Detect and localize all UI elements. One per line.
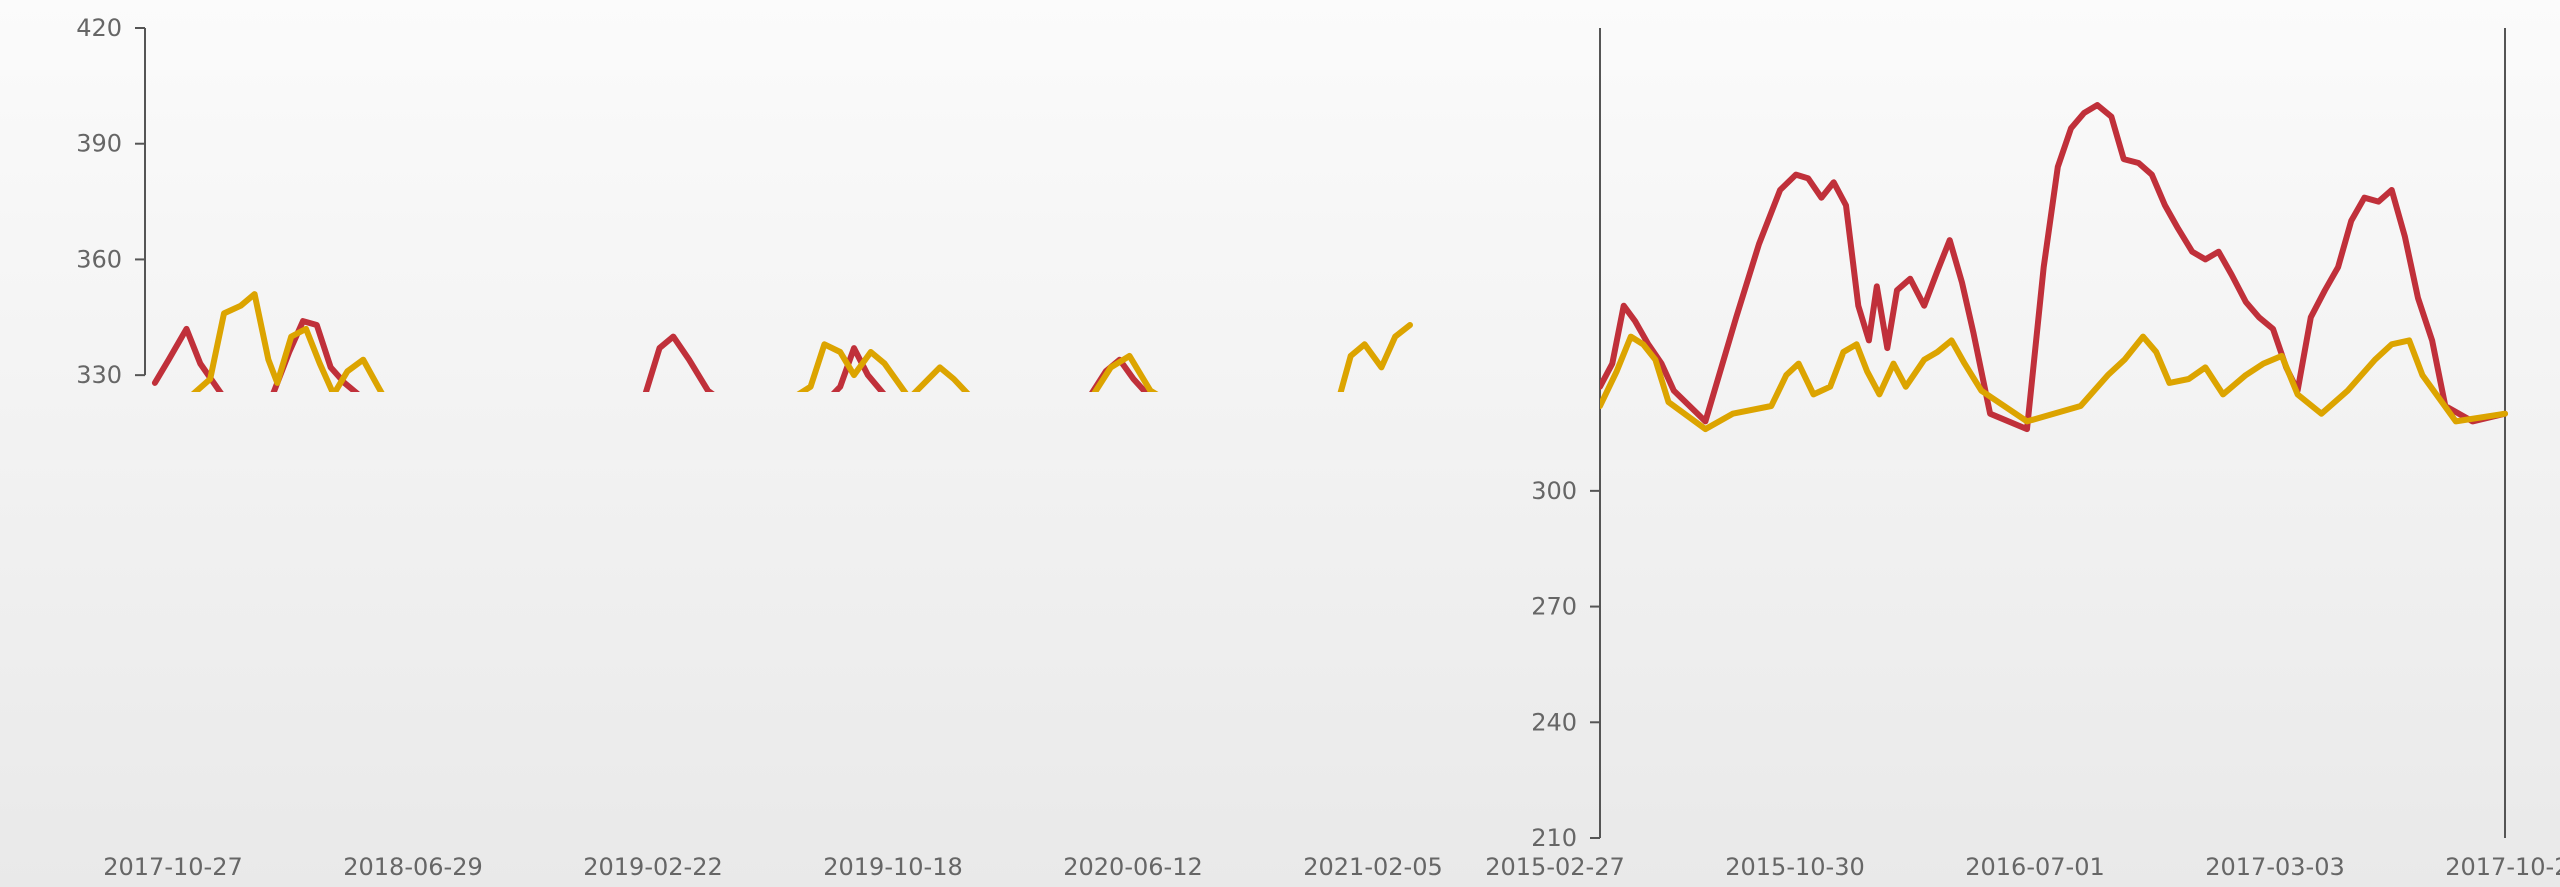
x-tick-label: 2019-10-18	[823, 853, 962, 881]
x-tick-label: 2015-10-30	[1725, 853, 1864, 881]
series-group	[1600, 102, 2508, 433]
x-tick-label: 2017-03-03	[2205, 853, 2344, 881]
y-tick-label: 420	[76, 14, 122, 42]
y-tick-label: 330	[76, 361, 122, 389]
x-tick-label: 2015-02-27	[1485, 853, 1624, 881]
x-tick-label: 2018-06-29	[343, 853, 482, 881]
chart-panel-1: 420 390 360 330 2017-10-27 2018-06-29 2019-02-…	[76, 14, 1443, 881]
series-line-1	[1600, 102, 2508, 433]
x-tick-label: 2019-02-22	[583, 853, 722, 881]
y-tick-label: 240	[1531, 708, 1577, 736]
y-tick-label: 390	[76, 130, 122, 158]
y-tick-label: 270	[1531, 593, 1577, 621]
series-line-2	[1600, 333, 2508, 433]
y-tick-label: 360	[76, 245, 122, 273]
y-tick-label: 300	[1531, 477, 1577, 505]
series-line-1	[151, 318, 1150, 392]
x-tick-label: 2017-10-27	[103, 853, 242, 881]
x-tick-label: 2021-02-05	[1303, 853, 1442, 881]
y-tick-label: 210	[1531, 824, 1577, 852]
x-tick-label: 2016-07-01	[1965, 853, 2104, 881]
series-line-2	[190, 291, 1413, 392]
series-group	[151, 291, 1413, 392]
x-tick-label: 2020-06-12	[1063, 853, 1202, 881]
x-tick-label: 2017-10-27	[2445, 853, 2560, 881]
